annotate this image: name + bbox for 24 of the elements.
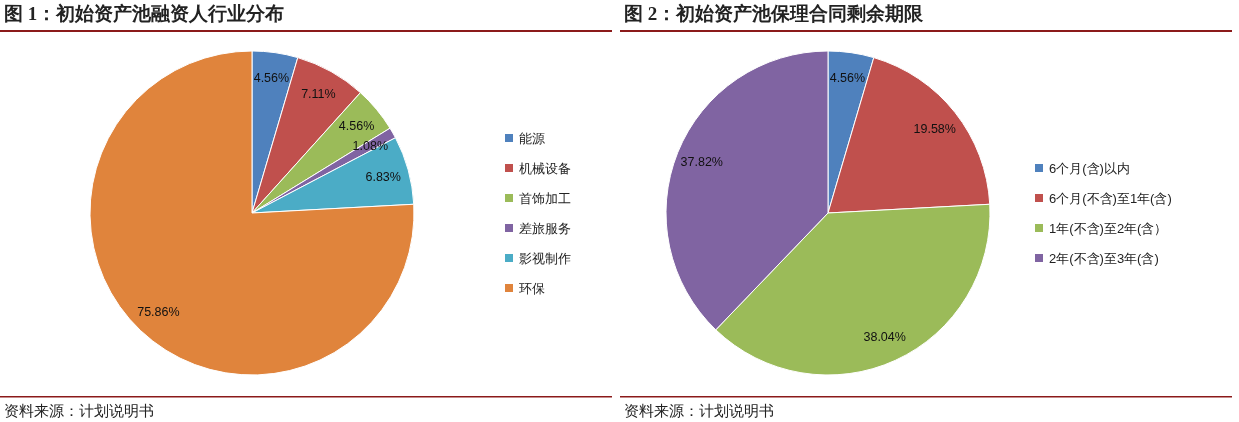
legend-label: 能源	[519, 130, 545, 146]
legend-label: 环保	[519, 280, 545, 296]
pie-slice	[89, 50, 415, 376]
chart-title: 图 1：初始资产池融资人行业分布	[4, 3, 285, 24]
chart-title: 图 2：初始资产池保理合同剩余期限	[624, 3, 925, 24]
data-label: 4.56%	[338, 118, 375, 133]
legend-label: 2年(不含)至3年(含)	[1049, 250, 1159, 266]
legend-label: 1年(不含)至2年(含）	[1049, 220, 1168, 236]
data-label: 4.56%	[253, 71, 290, 86]
text: 资料来源：计划说明书	[624, 403, 774, 419]
legend-label: 机械设备	[519, 160, 571, 176]
data-label: 37.82%	[680, 155, 723, 170]
data-label: 6.83%	[365, 169, 401, 184]
data-label: 4.56%	[829, 71, 866, 86]
legend-label: 6个月(不含)至1年(含)	[1049, 190, 1172, 206]
text: 资料来源：计划说明书	[4, 403, 154, 419]
data-label: 7.11%	[301, 87, 336, 102]
legend-label: 影视制作	[519, 250, 571, 266]
data-label: 75.86%	[137, 304, 180, 319]
data-label: 19.58%	[913, 121, 956, 136]
legend-label: 差旅服务	[519, 220, 571, 236]
legend-label: 首饰加工	[519, 190, 571, 206]
legend-label: 6个月(含)以内	[1049, 160, 1130, 176]
data-label: 38.04%	[863, 329, 906, 344]
